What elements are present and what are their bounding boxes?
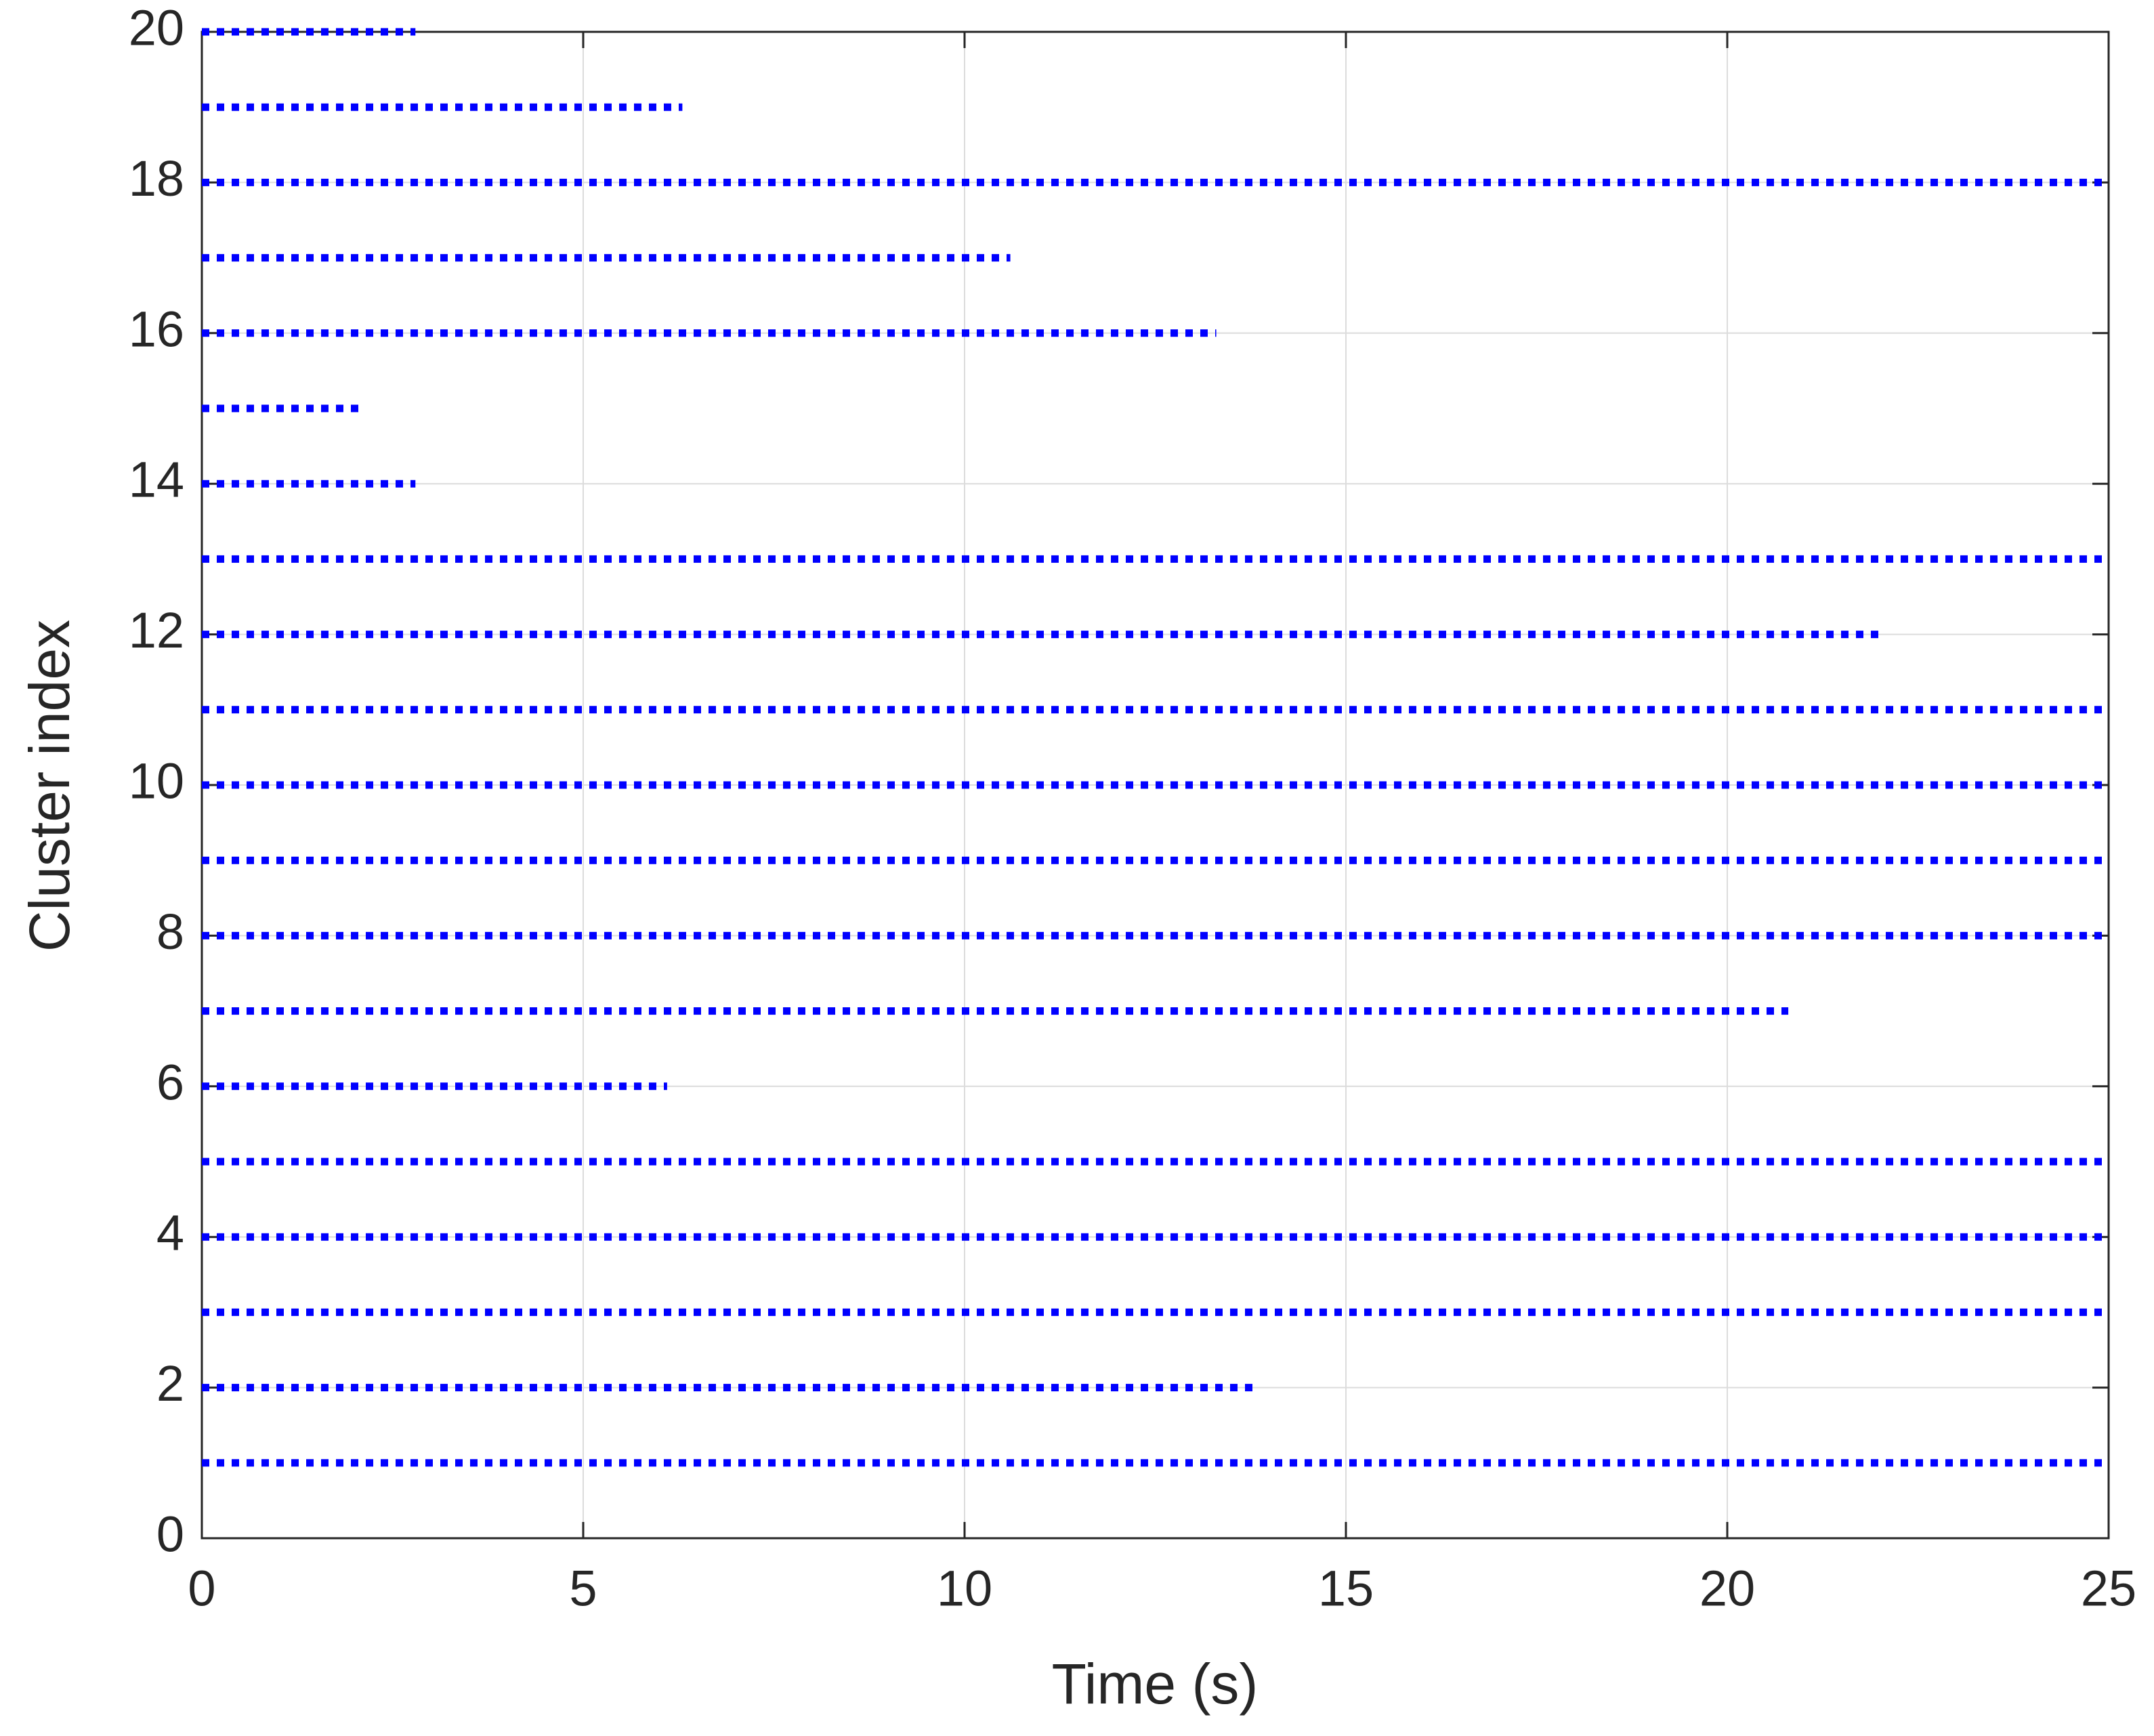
y-tick-label: 8 (156, 904, 184, 960)
y-tick-label: 6 (156, 1054, 184, 1110)
x-tick-label: 5 (569, 1561, 597, 1617)
y-tick-label: 0 (156, 1506, 184, 1563)
x-tick-label: 10 (937, 1561, 992, 1617)
y-tick-label: 2 (156, 1355, 184, 1412)
y-tick-label: 10 (129, 753, 184, 809)
x-tick-label: 25 (2081, 1561, 2136, 1617)
x-axis-label: Time (s) (1052, 1652, 1259, 1716)
y-tick-label: 12 (129, 602, 184, 658)
x-tick-label: 20 (1699, 1561, 1755, 1617)
y-axis-label: Cluster index (18, 620, 81, 952)
y-tick-label: 16 (129, 301, 184, 357)
y-tick-label: 4 (156, 1205, 184, 1261)
x-tick-label: 15 (1318, 1561, 1374, 1617)
y-tick-label: 18 (129, 150, 184, 207)
x-tick-label: 0 (188, 1561, 215, 1617)
y-tick-label: 20 (129, 0, 184, 56)
y-tick-label: 14 (129, 452, 184, 508)
